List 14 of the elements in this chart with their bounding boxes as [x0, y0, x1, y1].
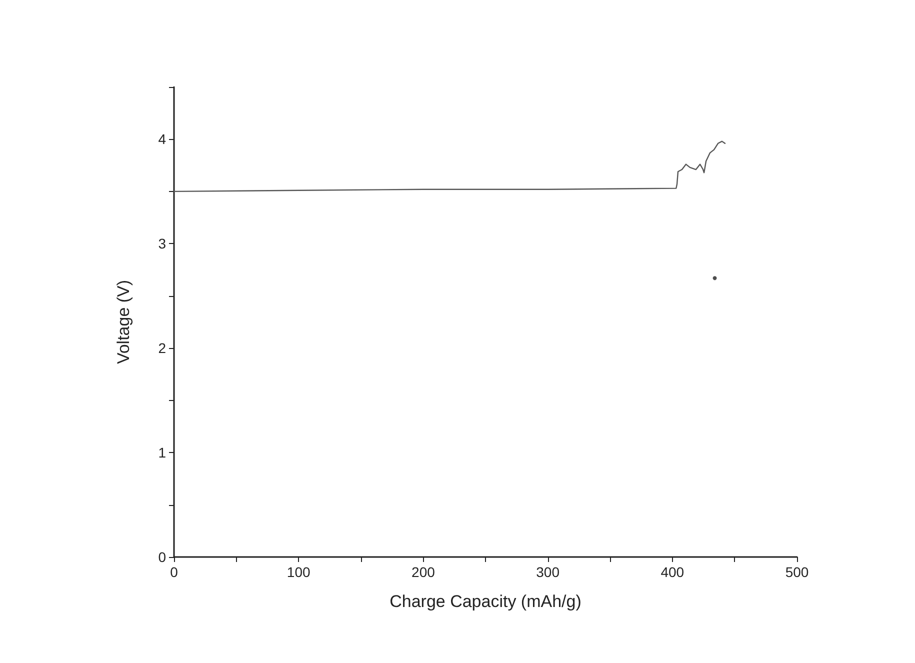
y-axis-title: Voltage (V) — [114, 280, 133, 364]
x-tick-label: 400 — [660, 564, 684, 580]
y-tick-label: 3 — [158, 236, 166, 252]
y-tick-label: 2 — [158, 340, 166, 356]
y-tick-label: 1 — [158, 444, 166, 461]
line-series — [173, 140, 726, 192]
x-tick-label: 200 — [412, 564, 436, 580]
x-tick-label: 500 — [785, 564, 809, 580]
x-tick-label: 300 — [536, 564, 560, 580]
y-tick-label: 4 — [158, 131, 166, 148]
x-axis-title: Charge Capacity (mAh/g) — [390, 592, 582, 611]
y-tick-label: 0 — [158, 549, 166, 565]
x-tick-label: 100 — [286, 564, 310, 580]
x-tick-label: 0 — [170, 564, 178, 580]
